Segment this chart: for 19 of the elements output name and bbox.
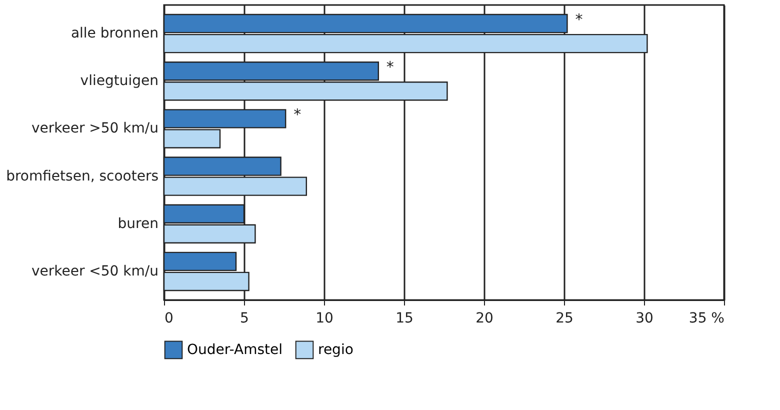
x-tick-label: 35 % (688, 310, 724, 326)
x-tick-label: 20 (476, 310, 494, 326)
x-tick-label: 30 (636, 310, 654, 326)
y-tick-label: verkeer >50 km/u (31, 120, 158, 137)
annotation: * (575, 10, 584, 29)
annotation: * (294, 106, 302, 124)
x-tick-label: 15 (396, 310, 414, 326)
annotation: * (386, 58, 394, 76)
y-tick-label: bromfietsen, scooters (6, 168, 158, 184)
y-tick-label: verkeer <50 km/u (31, 263, 158, 280)
y-tick-label: buren (118, 216, 158, 232)
x-tick-label: 0 (164, 310, 174, 326)
legend-label: Ouder-Amstel (187, 342, 282, 358)
y-tick-label: vliegtuigen (80, 73, 158, 90)
legend-label: regio (318, 342, 354, 358)
x-tick-label: 10 (316, 310, 334, 326)
x-tick-label: 5 (240, 310, 249, 326)
x-tick-label: 25 (556, 310, 574, 326)
y-tick-label: alle bronnen (70, 26, 158, 42)
